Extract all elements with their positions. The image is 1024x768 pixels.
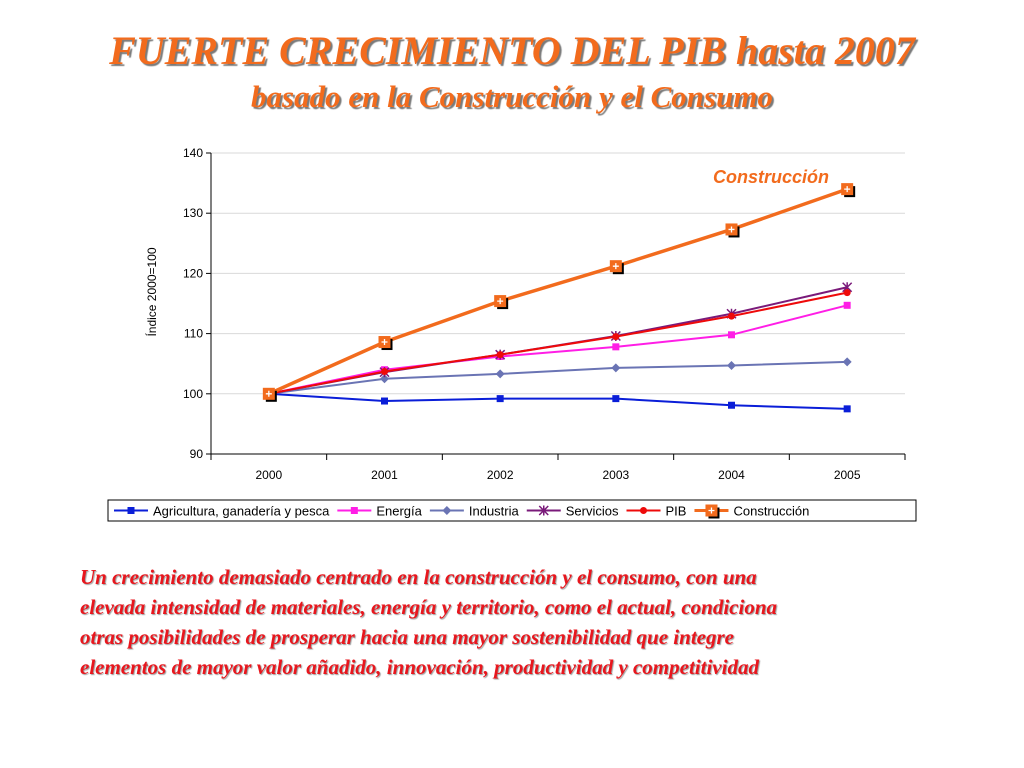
legend-item-pib: PIB xyxy=(626,504,687,519)
point-construcción-2003 xyxy=(609,260,624,275)
point-energía-2003 xyxy=(612,343,620,351)
point-energía-2004 xyxy=(728,331,735,339)
y-tick-label-100: 100 xyxy=(183,387,203,401)
point-construcción-2000 xyxy=(262,387,277,402)
point-pib-2005 xyxy=(843,289,851,297)
point-industria-2001 xyxy=(380,374,389,384)
point-industria-2003 xyxy=(611,363,621,373)
point-agricultura-ganadería-y-pesca-2005 xyxy=(843,405,851,413)
series-line-energía xyxy=(268,304,848,395)
point-industria-2005 xyxy=(842,357,852,367)
series-industria xyxy=(264,357,852,399)
series-pib xyxy=(265,289,851,398)
legend-item-agricultura-ganadería-y-pesca: Agricultura, ganadería y pesca xyxy=(114,504,330,519)
x-tick-label-2005: 2005 xyxy=(834,468,861,482)
y-axis-title: Índice 2000=100 xyxy=(144,247,159,336)
y-tick-label-120: 120 xyxy=(183,266,203,280)
point-agricultura-ganadería-y-pesca-2004 xyxy=(728,401,735,409)
point-pib-2004 xyxy=(728,312,735,320)
body-line-2: elevada intensidad de materiales, energí… xyxy=(80,595,778,619)
slide-subtitle: basado en la Construcción y el Consumo xyxy=(251,79,773,114)
series-construcción xyxy=(262,183,856,402)
point-construcción-2001 xyxy=(378,336,393,351)
body-paragraph: Un crecimiento demasiado centrado en la … xyxy=(80,562,960,682)
construccion-annotation: Construcción xyxy=(713,167,829,187)
legend-label-pib: PIB xyxy=(666,504,687,519)
point-construcción-2005 xyxy=(841,183,856,198)
legend-label-industria: Industria xyxy=(469,504,520,519)
point-pib-2002 xyxy=(496,351,504,359)
legend-label-energía: Energía xyxy=(376,504,422,519)
point-agricultura-ganadería-y-pesca-2002 xyxy=(496,395,504,403)
legend-label-construcción: Construcción xyxy=(733,504,809,519)
legend-item-construcción: Construcción xyxy=(694,504,809,519)
y-tick-label-110: 110 xyxy=(184,327,203,341)
series-servicios xyxy=(263,282,853,399)
body-line-1: Un crecimiento demasiado centrado en la … xyxy=(80,565,757,589)
series-line-industria xyxy=(268,360,848,395)
point-construcción-2004 xyxy=(725,223,740,238)
axes: 90 100 110 120 130 140 2000 2001 2002 2003 2004 200… xyxy=(183,146,906,482)
point-pib-2001 xyxy=(381,368,388,376)
legend-item-industria: Industria xyxy=(429,504,520,519)
series-line-agricultura-ganadería-y-pesca xyxy=(268,392,848,410)
point-pib-2003 xyxy=(612,333,620,341)
x-tick-label-2001: 2001 xyxy=(371,468,398,482)
y-tick-label-140: 140 xyxy=(183,146,203,160)
point-energía-2005 xyxy=(843,301,851,309)
y-tick-label-130: 130 xyxy=(183,206,203,220)
x-tick-label-2000: 2000 xyxy=(255,468,282,482)
legend-label-servicios: Servicios xyxy=(566,504,619,519)
point-agricultura-ganadería-y-pesca-2001 xyxy=(381,397,388,405)
body-line-3: otras posibilidades de prosperar hacia u… xyxy=(80,625,734,649)
gridlines xyxy=(211,152,905,395)
legend-label-agricultura-ganadería-y-pesca: Agricultura, ganadería y pesca xyxy=(153,504,330,519)
body-line-4: elementos de mayor valor añadido, innova… xyxy=(80,655,759,679)
point-industria-2004 xyxy=(727,361,736,371)
series-lines xyxy=(262,183,856,413)
legend-item-energía: Energía xyxy=(337,504,423,519)
slide-title: FUERTE CRECIMIENTO DEL PIB hasta 2007 xyxy=(109,28,915,73)
x-tick-label-2003: 2003 xyxy=(602,468,629,482)
x-tick-label-2002: 2002 xyxy=(487,468,514,482)
x-tick-label-2004: 2004 xyxy=(718,468,745,482)
y-tick-label-90: 90 xyxy=(190,447,204,461)
series-line-construcción xyxy=(268,187,848,396)
point-agricultura-ganadería-y-pesca-2003 xyxy=(612,395,620,403)
legend-item-servicios: Servicios xyxy=(526,504,619,519)
point-construcción-2002 xyxy=(494,295,509,310)
legend: Agricultura, ganadería y pesca Energía Ind… xyxy=(107,499,917,522)
point-industria-2002 xyxy=(495,369,505,379)
gdp-sector-line-chart: 90 100 110 120 130 140 2000 2001 2002 2003 2004 200… xyxy=(107,146,917,522)
series-line-pib xyxy=(268,291,848,395)
